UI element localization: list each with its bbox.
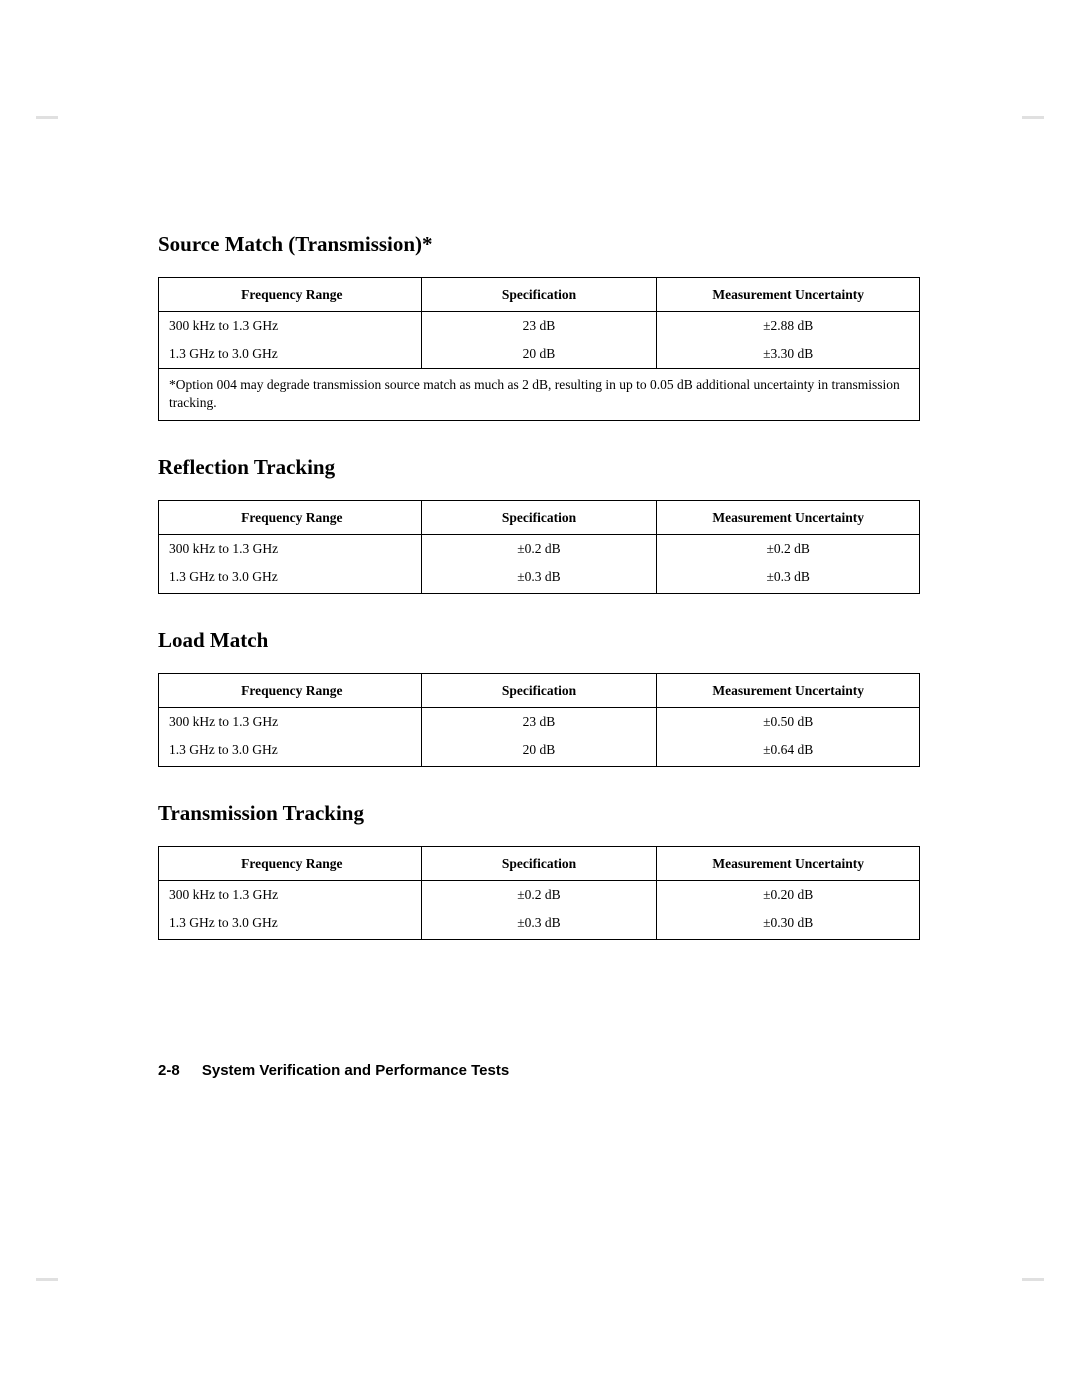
spec-table: Frequency Range Specification Measuremen… <box>158 673 920 767</box>
crop-mark <box>36 116 58 119</box>
table-header-row: Frequency Range Specification Measuremen… <box>159 501 920 535</box>
footer-title: System Verification and Performance Test… <box>202 1062 509 1079</box>
table-row: 300 kHz to 1.3 GHz ±0.2 dB ±0.2 dB <box>159 535 920 564</box>
table-footnote-row: *Option 004 may degrade transmission sou… <box>159 369 920 421</box>
col-header-frequency: Frequency Range <box>159 278 422 312</box>
spec-table: Frequency Range Specification Measuremen… <box>158 846 920 940</box>
cell-specification: ±0.3 dB <box>421 563 657 594</box>
cell-frequency: 1.3 GHz to 3.0 GHz <box>159 563 422 594</box>
cell-uncertainty: ±0.64 dB <box>657 736 920 767</box>
table-row: 1.3 GHz to 3.0 GHz 20 dB ±0.64 dB <box>159 736 920 767</box>
cell-uncertainty: ±0.2 dB <box>657 535 920 564</box>
cell-frequency: 1.3 GHz to 3.0 GHz <box>159 340 422 369</box>
cell-specification: 20 dB <box>421 340 657 369</box>
cell-frequency: 300 kHz to 1.3 GHz <box>159 312 422 341</box>
table-header-row: Frequency Range Specification Measuremen… <box>159 278 920 312</box>
cell-frequency: 300 kHz to 1.3 GHz <box>159 708 422 737</box>
col-header-specification: Specification <box>421 501 657 535</box>
crop-mark <box>1022 116 1044 119</box>
col-header-specification: Specification <box>421 278 657 312</box>
col-header-specification: Specification <box>421 674 657 708</box>
table-row: 1.3 GHz to 3.0 GHz ±0.3 dB ±0.30 dB <box>159 909 920 940</box>
cell-uncertainty: ±0.3 dB <box>657 563 920 594</box>
col-header-specification: Specification <box>421 847 657 881</box>
section-title: Source Match (Transmission)* <box>158 232 920 257</box>
crop-mark <box>36 1278 58 1281</box>
table-row: 300 kHz to 1.3 GHz ±0.2 dB ±0.20 dB <box>159 881 920 910</box>
section-title: Load Match <box>158 628 920 653</box>
col-header-uncertainty: Measurement Uncertainty <box>657 674 920 708</box>
cell-specification: ±0.2 dB <box>421 881 657 910</box>
cell-frequency: 300 kHz to 1.3 GHz <box>159 535 422 564</box>
cell-frequency: 1.3 GHz to 3.0 GHz <box>159 909 422 940</box>
section-load-match: Load Match Frequency Range Specification… <box>158 628 920 767</box>
cell-specification: 23 dB <box>421 708 657 737</box>
table-row: 1.3 GHz to 3.0 GHz 20 dB ±3.30 dB <box>159 340 920 369</box>
col-header-uncertainty: Measurement Uncertainty <box>657 847 920 881</box>
table-row: 300 kHz to 1.3 GHz 23 dB ±0.50 dB <box>159 708 920 737</box>
cell-uncertainty: ±0.50 dB <box>657 708 920 737</box>
cell-uncertainty: ±3.30 dB <box>657 340 920 369</box>
col-header-uncertainty: Measurement Uncertainty <box>657 501 920 535</box>
col-header-frequency: Frequency Range <box>159 674 422 708</box>
section-title: Transmission Tracking <box>158 801 920 826</box>
table-header-row: Frequency Range Specification Measuremen… <box>159 847 920 881</box>
cell-uncertainty: ±0.30 dB <box>657 909 920 940</box>
col-header-uncertainty: Measurement Uncertainty <box>657 278 920 312</box>
col-header-frequency: Frequency Range <box>159 847 422 881</box>
cell-uncertainty: ±2.88 dB <box>657 312 920 341</box>
page-number: 2-8 <box>158 1062 180 1079</box>
spec-table: Frequency Range Specification Measuremen… <box>158 500 920 594</box>
cell-specification: 23 dB <box>421 312 657 341</box>
cell-uncertainty: ±0.20 dB <box>657 881 920 910</box>
section-reflection-tracking: Reflection Tracking Frequency Range Spec… <box>158 455 920 594</box>
table-header-row: Frequency Range Specification Measuremen… <box>159 674 920 708</box>
table-footnote: *Option 004 may degrade transmission sou… <box>159 369 920 421</box>
spec-table: Frequency Range Specification Measuremen… <box>158 277 920 421</box>
cell-specification: 20 dB <box>421 736 657 767</box>
cell-specification: ±0.2 dB <box>421 535 657 564</box>
cell-frequency: 300 kHz to 1.3 GHz <box>159 881 422 910</box>
section-title: Reflection Tracking <box>158 455 920 480</box>
col-header-frequency: Frequency Range <box>159 501 422 535</box>
section-source-match: Source Match (Transmission)* Frequency R… <box>158 232 920 421</box>
cell-frequency: 1.3 GHz to 3.0 GHz <box>159 736 422 767</box>
table-row: 300 kHz to 1.3 GHz 23 dB ±2.88 dB <box>159 312 920 341</box>
page: Source Match (Transmission)* Frequency R… <box>0 0 1080 1397</box>
section-transmission-tracking: Transmission Tracking Frequency Range Sp… <box>158 801 920 940</box>
cell-specification: ±0.3 dB <box>421 909 657 940</box>
crop-mark <box>1022 1278 1044 1281</box>
table-row: 1.3 GHz to 3.0 GHz ±0.3 dB ±0.3 dB <box>159 563 920 594</box>
page-footer: 2-8 System Verification and Performance … <box>158 1062 509 1079</box>
